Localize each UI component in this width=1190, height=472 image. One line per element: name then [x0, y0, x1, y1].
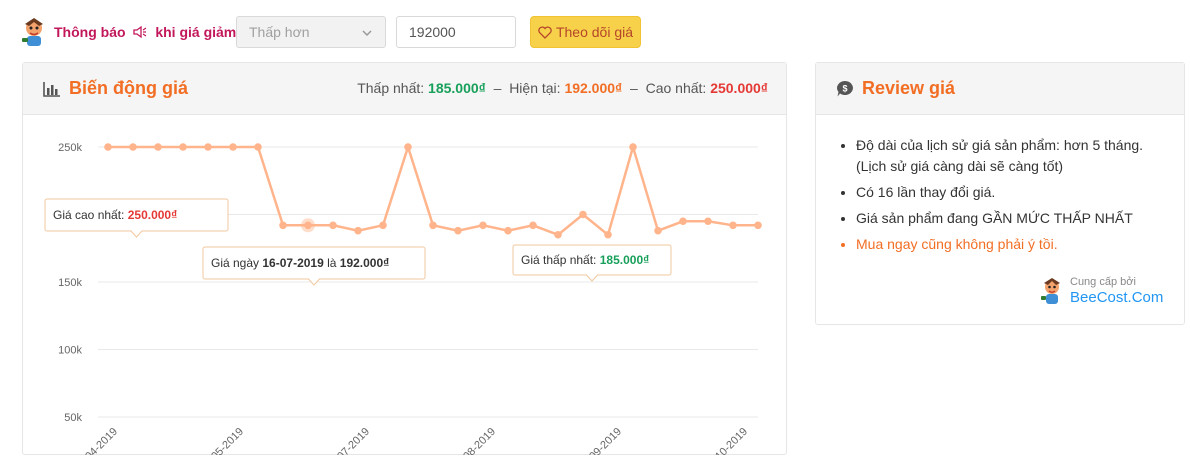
svg-text:$: $ [842, 83, 847, 93]
heart-icon [538, 25, 552, 39]
condition-select-value: Thấp hơn [249, 24, 310, 40]
price-review-title-text: Review giá [862, 78, 956, 98]
x-tick-label: 20-04-2019 [72, 426, 120, 455]
chevron-down-icon [362, 30, 372, 37]
current-point-halo [301, 218, 315, 233]
price-review-title: $ Review giá [836, 78, 955, 99]
price-summary: Thấp nhất: 185.000₫ – Hiện tại: 192.000₫… [357, 80, 768, 96]
min-tooltip-label: Giá thấp nhất: [521, 253, 600, 267]
price-point [329, 221, 337, 230]
price-review-header: $ Review giá [816, 63, 1184, 115]
follow-price-button[interactable]: Theo dõi giá [530, 16, 641, 48]
follow-price-label: Theo dõi giá [555, 24, 634, 40]
price-history-panel: Biến động giá Thấp nhất: 185.000₫ – Hiện… [22, 62, 787, 455]
speaker-icon [133, 25, 147, 39]
price-history-header: Biến động giá Thấp nhất: 185.000₫ – Hiện… [23, 63, 786, 115]
price-point [179, 143, 187, 151]
current-tooltip-text: Giá ngày 16-07-2019 là 192.000₫ [211, 256, 389, 270]
min-price-label: Thấp nhất: [357, 80, 425, 96]
max-price-value: 250.000₫ [710, 80, 768, 96]
current-tooltip-pointer [307, 278, 321, 286]
price-point [679, 217, 687, 226]
price-point [404, 143, 412, 151]
beecost-mascot-icon [1041, 278, 1060, 304]
current-price-label: Hiện tại: [509, 80, 561, 96]
min-price-value: 185.000₫ [428, 80, 486, 96]
max-tooltip: Giá cao nhất: 250.000₫ [44, 198, 229, 238]
max-tooltip-text: Giá cao nhất: 250.000₫ [53, 208, 177, 222]
review-item: Giá sản phẩm đang GẦN MỨC THẤP NHẤT [856, 208, 1168, 229]
price-point [579, 210, 587, 219]
price-line-chart[interactable]: 250k200k150k100k50k20-04-201926-05-20191… [23, 115, 786, 455]
price-point [354, 226, 362, 235]
y-tick-label: 100k [58, 345, 82, 357]
current-tooltip: Giá ngày 16-07-2019 là 192.000₫ [202, 246, 426, 286]
price-point [129, 143, 137, 151]
price-point [704, 217, 712, 226]
review-item: Độ dài của lịch sử giá sản phẩm: hơn 5 t… [856, 135, 1168, 177]
notify-prefix: Thông báo [54, 24, 126, 40]
price-point [604, 230, 612, 239]
price-point [204, 143, 212, 151]
current-tooltip-date: 16-07-2019 [262, 256, 324, 270]
current-tooltip-prefix: Giá ngày [211, 256, 262, 270]
notify-label: Thông báo khi giá giảm [54, 24, 236, 40]
provided-by[interactable]: Cung cấp bởi BeeCost.Com [1040, 274, 1180, 310]
price-point [729, 221, 737, 230]
price-point [379, 221, 387, 230]
current-price-value: 192.000₫ [564, 80, 623, 96]
price-point [229, 143, 237, 151]
price-history-title-text: Biến động giá [69, 78, 188, 98]
y-tick-label: 250k [58, 142, 82, 154]
price-point [279, 221, 287, 230]
price-point [529, 221, 537, 230]
min-tooltip-text: Giá thấp nhất: 185.000₫ [521, 253, 649, 267]
price-point [304, 221, 312, 230]
x-tick-label: 04-08-2019 [450, 426, 498, 455]
min-tooltip: Giá thấp nhất: 185.000₫ [512, 244, 672, 282]
price-history-title: Biến động giá [43, 78, 188, 99]
price-alert-bar: Thông báo khi giá giảm Thấp hơn Theo dõi… [0, 0, 1190, 62]
speech-bubble-icon: $ [837, 80, 853, 96]
max-tooltip-pointer [130, 230, 143, 238]
price-point [654, 226, 662, 235]
y-tick-label: 150k [58, 277, 82, 289]
min-tooltip-value: 185.000₫ [600, 253, 650, 267]
y-tick-label: 50k [64, 412, 82, 424]
current-tooltip-value: 192.000₫ [340, 256, 390, 270]
price-point [429, 221, 437, 230]
x-tick-label: 08-09-2019 [576, 426, 624, 455]
price-point [104, 143, 112, 151]
review-item-recommendation: Mua ngay cũng không phải ý tồi. [856, 234, 1168, 255]
max-tooltip-value: 250.000₫ [128, 208, 178, 222]
beecost-brand-link[interactable]: BeeCost.Com [1070, 289, 1164, 306]
target-price-input[interactable] [396, 16, 516, 48]
price-point [479, 221, 487, 230]
price-point [504, 226, 512, 235]
provided-by-label: Cung cấp bởi [1070, 276, 1136, 288]
beecost-mascot-icon [22, 18, 43, 46]
price-point [754, 221, 762, 230]
x-tick-label: 26-05-2019 [198, 426, 246, 455]
condition-select[interactable]: Thấp hơn [236, 16, 386, 48]
price-review-panel: $ Review giá Độ dài của lịch sử giá sản … [815, 62, 1185, 325]
max-tooltip-label: Giá cao nhất: [53, 208, 128, 222]
price-point [629, 143, 637, 151]
x-tick-label: 12-10-2019 [702, 426, 750, 455]
price-point [454, 226, 462, 235]
review-list: Độ dài của lịch sử giá sản phẩm: hơn 5 t… [856, 135, 1168, 260]
price-point [154, 143, 162, 151]
summary-separator: – [493, 80, 502, 96]
bar-chart-icon [43, 81, 60, 97]
summary-separator: – [630, 80, 638, 96]
price-point [554, 230, 562, 239]
max-price-label: Cao nhất: [645, 80, 707, 96]
price-point [254, 143, 262, 151]
x-tick-label: 18-07-2019 [324, 426, 372, 455]
min-tooltip-pointer [585, 274, 599, 282]
review-item: Có 16 lần thay đổi giá. [856, 182, 1168, 203]
current-tooltip-mid: là [324, 256, 340, 270]
notify-suffix: khi giá giảm [155, 24, 237, 40]
